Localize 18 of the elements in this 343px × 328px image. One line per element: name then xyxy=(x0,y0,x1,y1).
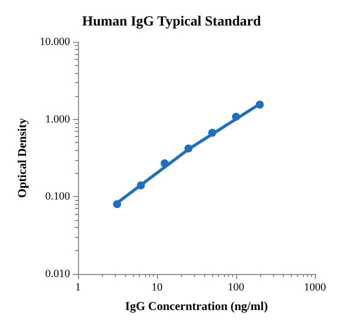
y-tick-label: 0.010 xyxy=(45,268,70,280)
point xyxy=(208,128,216,137)
x-axis-title: IgG Concerntration (ng/ml) xyxy=(125,299,268,313)
point xyxy=(184,144,192,152)
point xyxy=(113,200,122,208)
x-tick-label: 10 xyxy=(152,282,163,294)
y-tick-label: 10.000 xyxy=(40,36,70,48)
point xyxy=(160,159,169,168)
point xyxy=(232,112,240,121)
x-tick-label: 1000 xyxy=(304,282,326,294)
y-axis-title: Optical Density xyxy=(15,118,29,198)
x-tick-label: 1 xyxy=(75,282,81,294)
y-tick-label: 0.100 xyxy=(45,190,70,203)
y-tick-label: 1.000 xyxy=(45,113,70,126)
chart-title: Human IgG Typical Standard xyxy=(82,14,262,30)
point xyxy=(256,100,264,109)
point xyxy=(136,181,145,190)
x-tick-label: 100 xyxy=(228,282,245,294)
